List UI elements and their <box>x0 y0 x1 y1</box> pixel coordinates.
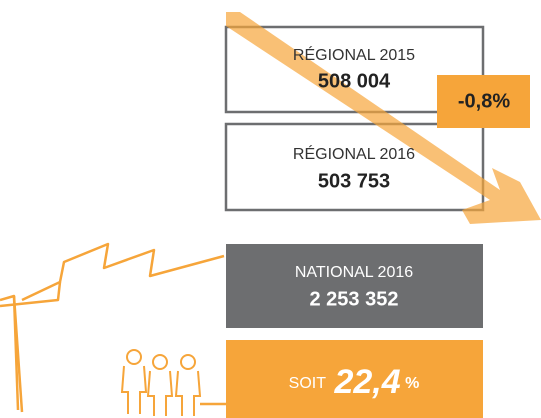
share-prefix: SOIT <box>289 375 327 392</box>
change-value: -0,8% <box>458 90 510 112</box>
share-number: 22,4 <box>333 363 400 401</box>
infographic: RÉGIONAL 2015 508 004 RÉGIONAL 2016 503 … <box>0 0 541 418</box>
box-value: 508 004 <box>318 70 391 92</box>
box-label: NATIONAL 2016 <box>295 264 413 281</box>
box-label: RÉGIONAL 2016 <box>293 144 415 163</box>
box-national-2016 <box>226 244 483 328</box>
people-icon <box>122 350 200 416</box>
share-unit: % <box>405 375 419 392</box>
factory-icon <box>0 244 226 412</box>
box-value: 2 253 352 <box>310 288 399 310</box>
box-value: 503 753 <box>318 170 390 192</box>
box-label: RÉGIONAL 2015 <box>293 45 415 64</box>
